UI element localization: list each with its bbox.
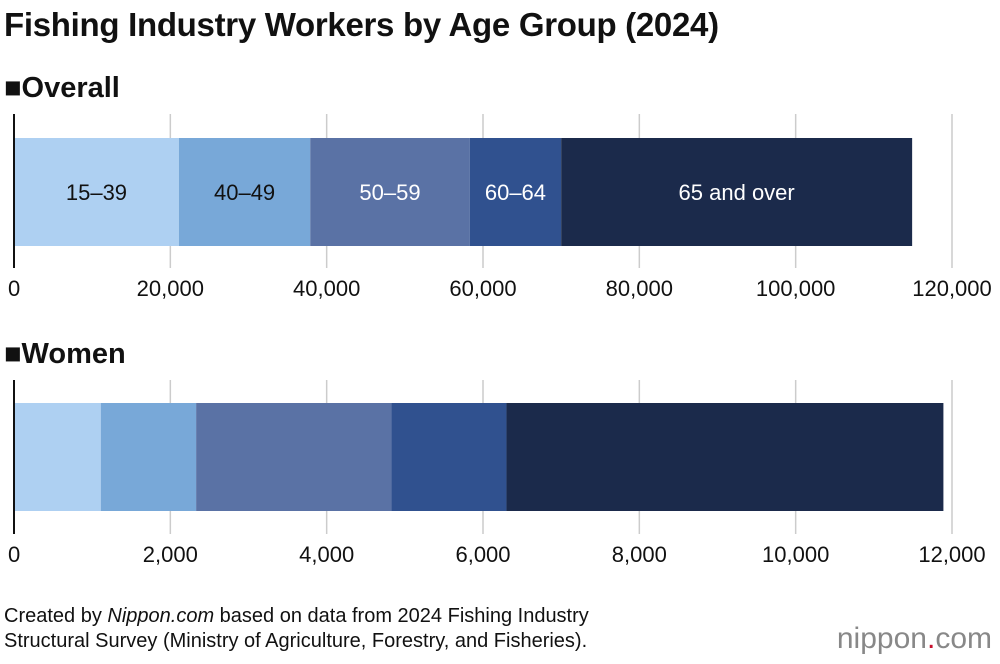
tick-label: 40,000 bbox=[293, 276, 360, 301]
chart-title: Fishing Industry Workers by Age Group (2… bbox=[4, 6, 719, 43]
segment-label: 60–64 bbox=[485, 180, 546, 205]
tick-label: 6,000 bbox=[455, 542, 510, 567]
bar-segment-40–49 bbox=[178, 138, 311, 246]
tick-label: 0 bbox=[8, 276, 20, 301]
bar-segment-65-and-over bbox=[506, 403, 944, 511]
segment-label: 40–49 bbox=[214, 180, 275, 205]
overall-subtitle: ■Overall bbox=[4, 72, 120, 104]
logo-dot: . bbox=[926, 622, 936, 655]
nippon-logo: nippon.com bbox=[837, 622, 992, 656]
tick-label: 100,000 bbox=[756, 276, 836, 301]
source-site: Nippon.com bbox=[107, 605, 215, 627]
bar-segment-50–59 bbox=[310, 138, 470, 246]
bar-segment-60–64 bbox=[391, 403, 507, 511]
source-prefix: Created by bbox=[4, 605, 108, 627]
source-line2: Structural Survey (Ministry of Agricultu… bbox=[4, 630, 588, 652]
source-suffix: based on data from 2024 Fishing Industry bbox=[214, 605, 589, 627]
tick-label: 0 bbox=[8, 542, 20, 567]
tick-label: 60,000 bbox=[449, 276, 516, 301]
tick-label: 2,000 bbox=[143, 542, 198, 567]
bar-segment-15–39 bbox=[14, 138, 179, 246]
bar-segment-50–59 bbox=[196, 403, 392, 511]
logo-text: nippon bbox=[836, 622, 927, 655]
tick-label: 12,000 bbox=[918, 542, 985, 567]
source-note: Created by Nippon.com based on data from… bbox=[4, 604, 589, 654]
tick-label: 8,000 bbox=[612, 542, 667, 567]
tick-label: 20,000 bbox=[137, 276, 204, 301]
bar-segment-60–64 bbox=[469, 138, 562, 246]
tick-label: 10,000 bbox=[762, 542, 829, 567]
tick-label: 4,000 bbox=[299, 542, 354, 567]
segment-label: 15–39 bbox=[66, 180, 127, 205]
bar-segment-40–49 bbox=[100, 403, 197, 511]
tick-label: 80,000 bbox=[606, 276, 673, 301]
segment-label: 50–59 bbox=[359, 180, 420, 205]
tick-label: 120,000 bbox=[912, 276, 992, 301]
bar-segment-15–39 bbox=[14, 403, 101, 511]
logo-tld: com bbox=[935, 622, 992, 655]
women-subtitle: ■Women bbox=[4, 338, 126, 370]
segment-label: 65 and over bbox=[679, 180, 795, 205]
bar-segment-65-and-over bbox=[561, 138, 913, 246]
